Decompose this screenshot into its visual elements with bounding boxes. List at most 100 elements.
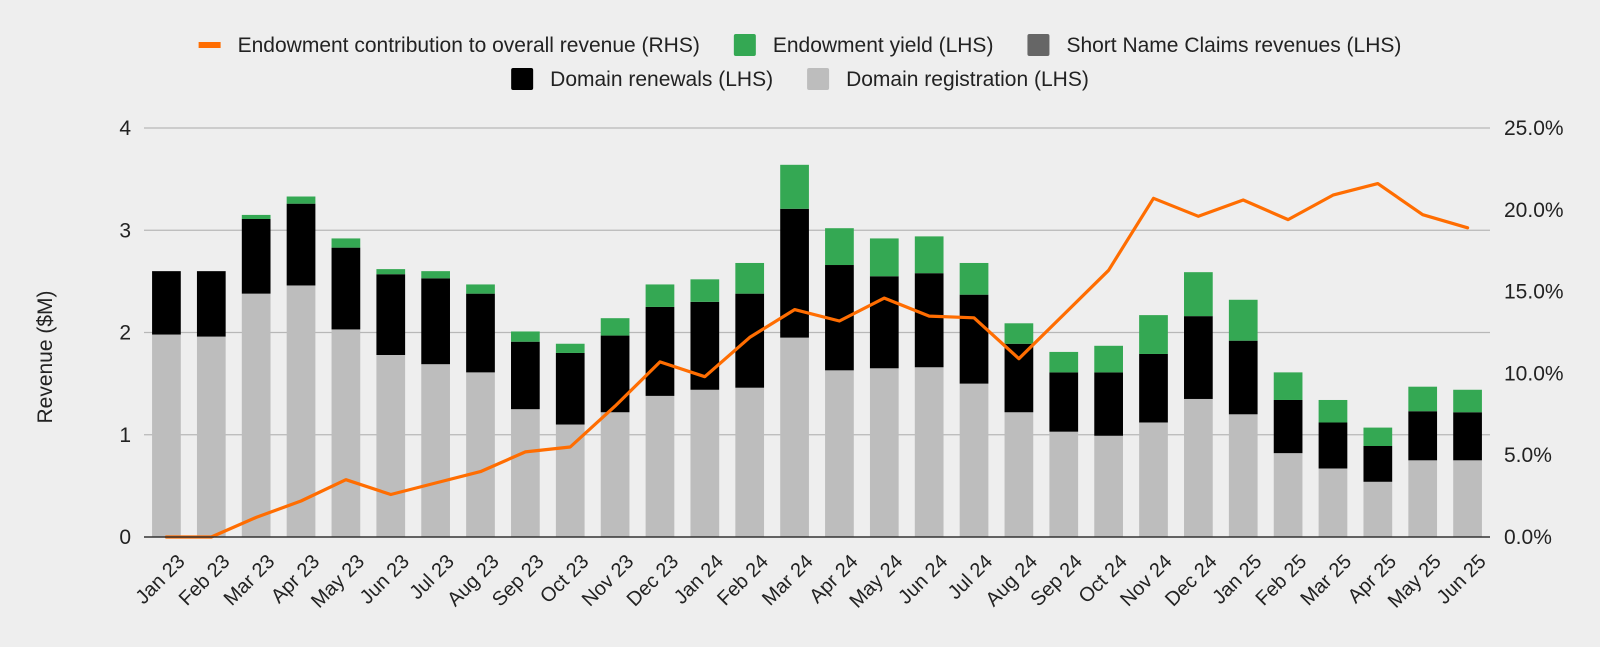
bar-domain-renewals <box>1049 372 1078 431</box>
bar-domain-registration <box>1005 412 1034 537</box>
bar-endowment-yield <box>1005 323 1034 343</box>
legend-color-swatch <box>511 68 533 90</box>
bar-domain-renewals <box>1319 422 1348 468</box>
x-tick-label: Sep 23 <box>488 551 548 611</box>
line-endowment-contribution <box>166 184 1467 537</box>
x-tick-label: Mar 24 <box>758 551 818 611</box>
bar-domain-renewals <box>556 353 585 425</box>
legend: Endowment contribution to overall revenu… <box>199 34 1402 91</box>
bar-domain-registration <box>466 372 495 537</box>
y-tick-label-left: 4 <box>119 117 131 140</box>
bar-domain-registration <box>601 412 630 537</box>
x-tick-label: Jun 25 <box>1433 551 1491 609</box>
bar-domain-registration <box>556 425 585 537</box>
line-series <box>166 184 1467 538</box>
bar-domain-registration <box>1274 453 1303 537</box>
legend-item: Domain renewals (LHS) <box>511 68 773 91</box>
bar-endowment-yield <box>556 344 585 353</box>
x-tick-label: Mar 23 <box>220 551 280 611</box>
x-tick-label: Sep 24 <box>1027 551 1087 611</box>
bar-domain-registration <box>1184 399 1213 537</box>
bar-endowment-yield <box>1094 346 1123 373</box>
bar-endowment-yield <box>1274 372 1303 400</box>
bar-endowment-yield <box>421 271 450 278</box>
bar-domain-registration <box>1363 482 1392 537</box>
x-tick-label: Dec 23 <box>623 551 683 611</box>
bar-domain-registration <box>825 370 854 537</box>
bar-domain-registration <box>870 368 899 537</box>
bar-domain-registration <box>1319 468 1348 537</box>
bar-endowment-yield <box>1319 400 1348 422</box>
legend-item: Domain registration (LHS) <box>807 68 1089 91</box>
bar-domain-registration <box>376 355 405 537</box>
bar-domain-renewals <box>1453 412 1482 460</box>
bar-endowment-yield <box>690 279 719 301</box>
bar-domain-renewals <box>242 219 271 294</box>
bar-domain-renewals <box>511 342 540 409</box>
bar-domain-registration <box>1094 436 1123 537</box>
bar-endowment-yield <box>735 263 764 294</box>
bar-domain-registration <box>780 338 809 537</box>
bar-domain-registration <box>960 384 989 537</box>
bar-domain-renewals <box>960 295 989 384</box>
bar-endowment-yield <box>1139 315 1168 354</box>
bar-endowment-yield <box>1363 428 1392 446</box>
bar-domain-renewals <box>1229 341 1258 415</box>
legend-item: Endowment yield (LHS) <box>734 34 994 57</box>
bar-endowment-yield <box>870 238 899 276</box>
bar-domain-registration <box>332 329 361 537</box>
bar-domain-registration <box>1139 422 1168 537</box>
bar-domain-renewals <box>421 278 450 364</box>
legend-item: Short Name Claims revenues (LHS) <box>1027 34 1401 57</box>
y-axis-title: Revenue ($M) <box>34 290 57 423</box>
y-tick-label-left: 0 <box>119 526 131 549</box>
bar-domain-registration <box>690 390 719 537</box>
y-tick-label-left: 1 <box>119 424 131 447</box>
bar-endowment-yield <box>332 238 361 247</box>
x-tick-label: Mar 25 <box>1297 551 1357 611</box>
bar-domain-renewals <box>1184 316 1213 399</box>
y-tick-label-right: 10.0% <box>1504 362 1564 385</box>
bar-endowment-yield <box>825 228 854 265</box>
x-tick-label: Jun 23 <box>356 551 414 609</box>
y-tick-label-right: 5.0% <box>1504 444 1552 467</box>
bar-domain-renewals <box>646 307 675 396</box>
bar-endowment-yield <box>1408 387 1437 412</box>
legend-label: Endowment contribution to overall revenu… <box>238 34 700 57</box>
bar-domain-renewals <box>152 271 181 334</box>
y-tick-label-right: 15.0% <box>1504 281 1564 304</box>
bar-endowment-yield <box>242 215 271 219</box>
bar-domain-renewals <box>870 276 899 368</box>
bar-domain-renewals <box>1363 446 1392 482</box>
bar-domain-registration <box>511 409 540 537</box>
bar-endowment-yield <box>1049 352 1078 372</box>
y-tick-label-right: 25.0% <box>1504 117 1564 140</box>
legend-label: Domain registration (LHS) <box>846 68 1089 91</box>
bar-domain-registration <box>1453 460 1482 537</box>
legend-item: Endowment contribution to overall revenu… <box>199 34 700 57</box>
legend-label: Domain renewals (LHS) <box>550 68 773 91</box>
bar-endowment-yield <box>646 284 675 306</box>
bar-domain-renewals <box>332 248 361 330</box>
bar-domain-registration <box>1229 414 1258 537</box>
legend-color-swatch <box>734 34 756 56</box>
bar-endowment-yield <box>511 331 540 341</box>
bar-domain-registration <box>735 388 764 537</box>
bar-domain-registration <box>421 364 450 537</box>
bar-endowment-yield <box>1229 300 1258 341</box>
bar-domain-renewals <box>1005 344 1034 413</box>
bar-domain-registration <box>915 367 944 537</box>
bar-domain-renewals <box>466 294 495 373</box>
bar-domain-renewals <box>915 273 944 367</box>
bar-domain-renewals <box>1094 372 1123 435</box>
x-tick-label: Jun 24 <box>894 551 952 609</box>
bar-domain-registration <box>242 294 271 537</box>
legend-color-swatch <box>807 68 829 90</box>
bar-endowment-yield <box>376 269 405 274</box>
bar-endowment-yield <box>1453 390 1482 412</box>
bar-domain-renewals <box>197 271 226 336</box>
bar-domain-registration <box>646 396 675 537</box>
bar-domain-renewals <box>287 204 316 286</box>
